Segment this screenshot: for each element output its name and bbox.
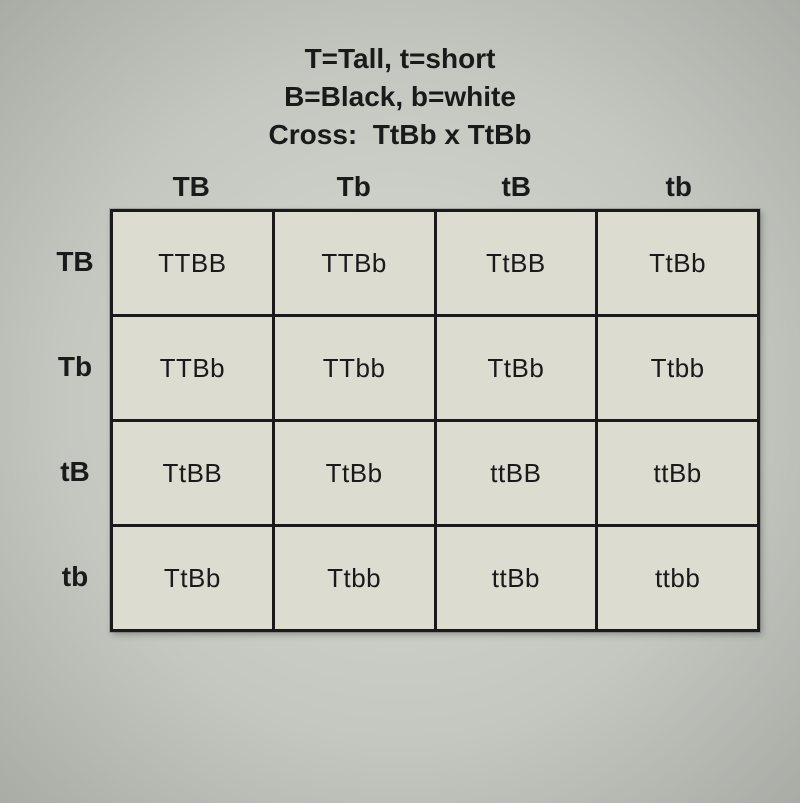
table-cell: ttbb [598, 527, 757, 629]
table-cell: TtBB [113, 422, 272, 524]
row-headers: TB Tb tB tb [40, 209, 110, 632]
row-header: tB [40, 419, 110, 524]
legend-line-1: T=Tall, t=short [0, 40, 800, 78]
table-cell: TTBb [275, 212, 434, 314]
punnett-row-block: TB Tb tB tb TTBB TTBb TtBB TtBb TTBb TTb… [40, 209, 760, 632]
row-header: tb [40, 524, 110, 629]
page-root: T=Tall, t=short B=Black, b=white Cross: … [0, 0, 800, 803]
legend-header: T=Tall, t=short B=Black, b=white Cross: … [0, 40, 800, 153]
table-cell: TTBb [113, 317, 272, 419]
col-header: TB [110, 171, 273, 203]
table-cell: ttBb [598, 422, 757, 524]
col-header-spacer [40, 171, 110, 203]
table-cell: Ttbb [598, 317, 757, 419]
table-cell: ttBb [437, 527, 596, 629]
punnett-square: TB Tb tB tb TB Tb tB tb TTBB TTBb TtBB T… [40, 171, 760, 632]
table-cell: TtBB [437, 212, 596, 314]
table-cell: Ttbb [275, 527, 434, 629]
column-headers: TB Tb tB tb [40, 171, 760, 203]
punnett-grid: TTBB TTBb TtBB TtBb TTBb TTbb TtBb Ttbb … [110, 209, 760, 632]
table-cell: TtBb [437, 317, 596, 419]
col-header: tB [435, 171, 598, 203]
col-header: Tb [273, 171, 436, 203]
legend-line-3: Cross: TtBb x TtBb [0, 116, 800, 154]
table-cell: TTbb [275, 317, 434, 419]
table-cell: TTBB [113, 212, 272, 314]
row-header: TB [40, 209, 110, 314]
table-cell: TtBb [598, 212, 757, 314]
legend-line-2: B=Black, b=white [0, 78, 800, 116]
table-cell: TtBb [113, 527, 272, 629]
row-header: Tb [40, 314, 110, 419]
table-cell: TtBb [275, 422, 434, 524]
col-header: tb [598, 171, 761, 203]
table-cell: ttBB [437, 422, 596, 524]
